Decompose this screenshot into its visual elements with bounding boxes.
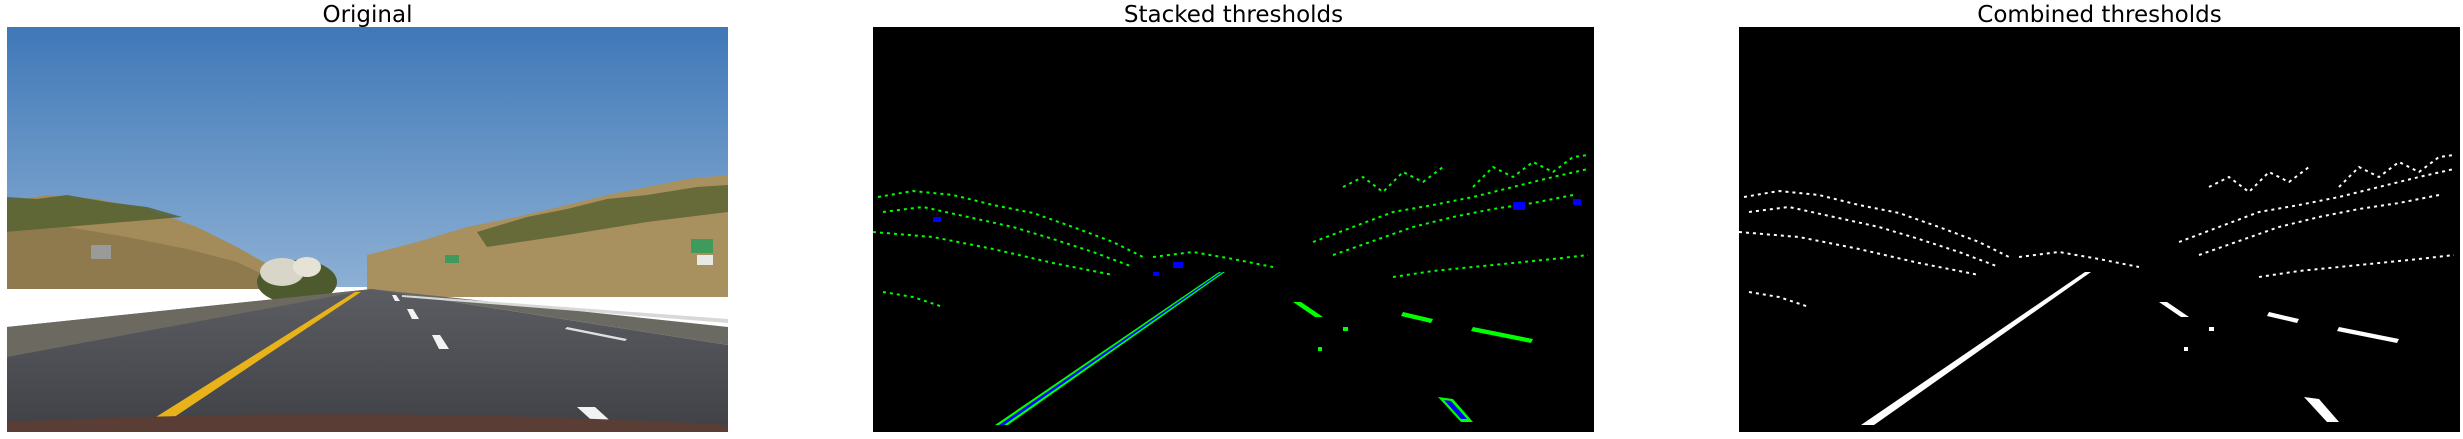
stacked-thresholds-image [873, 27, 1594, 432]
combined-thresholds-image [1739, 27, 2460, 432]
original-panel: Original [7, 0, 728, 439]
original-road-image [7, 27, 728, 432]
combined-thresholds-title: Combined thresholds [1977, 2, 2222, 28]
combined-thresholds-panel: Combined thresholds [1739, 0, 2460, 439]
stacked-thresholds-title: Stacked thresholds [1123, 2, 1344, 28]
original-title: Original [322, 2, 413, 28]
stacked-thresholds-panel: Stacked thresholds [873, 0, 1594, 439]
